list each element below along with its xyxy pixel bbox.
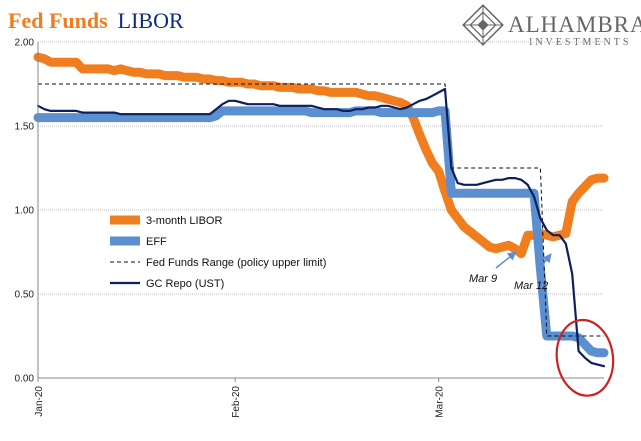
grid-lines: [38, 41, 604, 295]
logo-name: ALHAMBRA: [508, 12, 641, 37]
annotation-arrow: [495, 251, 517, 269]
series-line-2: [38, 83, 604, 337]
legend-label: 3-month LIBOR: [146, 215, 222, 227]
alhambra-logo-mark-icon: [462, 4, 504, 46]
annotation-arrow: [536, 253, 552, 273]
legend-label: GC Repo (UST): [146, 278, 224, 290]
highlight-ellipse: [555, 318, 615, 397]
x-tick-label: Feb-20: [231, 386, 242, 418]
y-tick-label: 2.00: [15, 38, 35, 49]
legend-label: Fed Funds Range (policy upper limit): [146, 257, 326, 269]
y-tick-label: 0.00: [15, 374, 35, 385]
annotation-label: Mar 9: [469, 273, 497, 285]
chart-title: Fed Funds LIBOR: [8, 8, 184, 33]
title-part-libor: LIBOR: [118, 8, 184, 33]
series-lines: [33, 52, 609, 368]
legend-label: EFF: [146, 236, 167, 248]
annotation-label: Mar 12: [514, 280, 548, 292]
title-part-fed-funds: Fed Funds: [8, 8, 108, 33]
x-tick-label: Mar-20: [435, 386, 446, 418]
legend: 3-month LIBOR EFF Fed Funds Range (policy …: [110, 215, 326, 290]
series-line-0: [33, 52, 609, 259]
annotations: Mar 9 Mar 12: [469, 251, 615, 397]
y-tick-label: 1.00: [15, 206, 35, 217]
y-tick-label: 1.50: [15, 122, 35, 133]
x-tick-label: Jan-20: [34, 386, 45, 417]
series-line-1: [33, 106, 609, 358]
series-line-3: [36, 87, 606, 368]
y-tick-label: 0.50: [15, 290, 35, 301]
